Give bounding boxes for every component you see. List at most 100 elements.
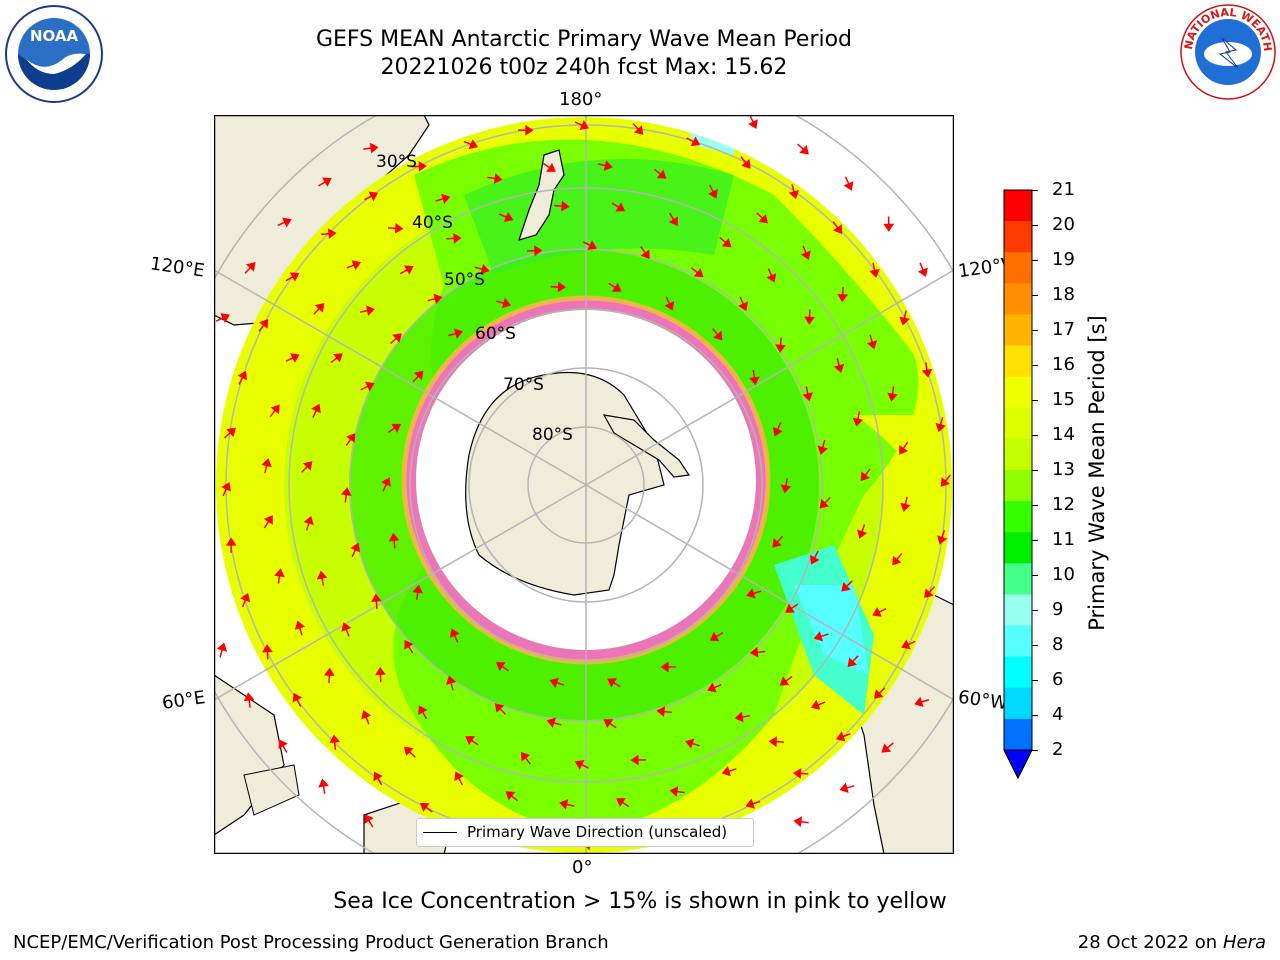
- wave-direction-arrow: [900, 496, 911, 512]
- wave-direction-arrow: [721, 765, 737, 777]
- wave-direction-arrow: [748, 369, 760, 386]
- wave-direction-arrow: [640, 246, 650, 260]
- wave-direction-arrow: [487, 173, 503, 184]
- wave-direction-arrow: [449, 628, 460, 643]
- wave-direction-arrow: [708, 184, 718, 199]
- wave-direction-arrow: [261, 644, 273, 660]
- wave-direction-arrow: [899, 441, 909, 455]
- colorbar-tick-label: 8: [1052, 634, 1064, 655]
- wave-direction-arrow: [419, 802, 433, 813]
- colorbar-tick-mark: [1032, 225, 1038, 226]
- wave-direction-arrow: [833, 358, 845, 374]
- lon-label-120e: 120°E: [148, 253, 206, 282]
- lat-label-30s: 30°S: [376, 152, 417, 172]
- wave-direction-arrow: [387, 222, 404, 234]
- wave-direction-arrow: [474, 263, 490, 275]
- colorbar-tick-label: 13: [1052, 459, 1075, 480]
- colorbar-segment: [1004, 687, 1032, 720]
- wave-direction-arrow: [373, 771, 383, 786]
- wave-direction-arrow: [802, 386, 814, 402]
- wave-direction-arrow: [215, 313, 230, 323]
- colorbar-extension: [1003, 749, 1033, 780]
- colorbar-segment: [1004, 407, 1032, 440]
- wave-direction-arrow: [505, 791, 519, 802]
- footer-date-text: 28 Oct 2022 on: [1077, 932, 1223, 953]
- wave-direction-arrow: [285, 272, 300, 282]
- land-antarctic-peninsula: [602, 414, 691, 478]
- wave-direction-arrow: [832, 221, 843, 234]
- wave-direction-arrow: [399, 265, 414, 275]
- colorbar-tick-label: 12: [1052, 494, 1075, 515]
- colorbar-tick-label: 9: [1052, 599, 1064, 620]
- wave-direction-arrow: [316, 570, 328, 586]
- lon-label-0: 0°: [572, 857, 593, 878]
- colorbar-segment: [1004, 438, 1032, 471]
- wave-direction-arrow: [278, 739, 288, 753]
- footer-date: 28 Oct 2022 on Hera: [1078, 932, 1266, 953]
- lat-label-50s: 50°S: [444, 270, 485, 290]
- wave-direction-arrow: [810, 699, 826, 710]
- wave-direction-arrow: [892, 552, 903, 566]
- colorbar-segment: [1004, 470, 1032, 502]
- wave-direction-arrow: [668, 212, 679, 227]
- colorbar-tick-label: 4: [1052, 704, 1064, 725]
- wave-direction-arrow: [404, 640, 414, 654]
- lon-label-60e: 60°E: [160, 687, 207, 714]
- lat-label-40s: 40°S: [412, 213, 453, 233]
- wave-direction-arrow: [768, 736, 785, 748]
- wave-direction-arrow: [847, 655, 859, 667]
- colorbar-tick-mark: [1032, 330, 1038, 331]
- colorbar-segment: [1004, 252, 1032, 284]
- wave-direction-arrow: [792, 768, 809, 779]
- wave-direction-arrow: [772, 535, 784, 548]
- wave-direction-arrow: [350, 542, 361, 558]
- wave-direction-arrow: [427, 293, 443, 305]
- wave-direction-arrow: [685, 738, 700, 749]
- wave-direction-arrow: [243, 692, 255, 708]
- wave-direction-arrow: [899, 310, 910, 326]
- wave-direction-arrow: [780, 478, 792, 494]
- colorbar-tick-label: 11: [1052, 529, 1075, 550]
- colorbar: [1003, 189, 1033, 780]
- wave-direction-arrow: [835, 731, 851, 742]
- wave-direction-arrow: [542, 162, 556, 172]
- colorbar-tick-mark: [1032, 470, 1038, 471]
- wave-direction-arrow: [574, 120, 590, 131]
- wave-direction-arrow: [445, 675, 457, 691]
- wave-direction-arrow: [498, 211, 514, 222]
- colorbar-tick-label: 16: [1052, 354, 1075, 375]
- colorbar-segment: [1004, 190, 1032, 222]
- wave-direction-arrow: [669, 786, 685, 797]
- colorbar-tick-mark: [1032, 260, 1038, 261]
- wave-direction-arrow: [740, 156, 751, 169]
- colorbar-tick-label: 2: [1052, 739, 1064, 760]
- figure-subtitle: 20221026 t00z 240h fcst Max: 15.62: [380, 55, 788, 80]
- wave-direction-arrow: [839, 782, 855, 793]
- colorbar-tick-mark: [1032, 575, 1038, 576]
- wave-direction-arrow: [881, 742, 894, 753]
- map-legend: Primary Wave Direction (unscaled): [416, 818, 754, 847]
- wave-direction-arrow: [804, 309, 815, 325]
- colorbar-tick-mark: [1032, 680, 1038, 681]
- wave-direction-arrow: [837, 286, 849, 303]
- wave-direction-arrow: [632, 122, 644, 135]
- wave-direction-arrow: [686, 136, 701, 147]
- wave-direction-arrow: [435, 193, 451, 205]
- wave-direction-arrow: [258, 318, 269, 332]
- wave-direction-arrow: [463, 139, 479, 150]
- wave-direction-arrow: [746, 588, 762, 599]
- wave-direction-arrow: [495, 662, 509, 672]
- colorbar-tick-mark: [1032, 295, 1038, 296]
- colorbar-segment: [1004, 376, 1032, 409]
- colorbar-segment: [1004, 656, 1032, 689]
- wave-direction-arrow: [549, 677, 565, 688]
- wave-direction-arrow: [653, 168, 667, 179]
- wave-direction-arrow: [381, 477, 392, 492]
- wave-direction-arrow: [813, 631, 829, 642]
- legend-label: Primary Wave Direction (unscaled): [467, 823, 728, 841]
- wave-direction-arrow: [785, 603, 799, 613]
- wave-direction-arrow: [869, 262, 880, 278]
- wave-direction-arrow: [630, 754, 646, 766]
- wave-direction-arrow: [860, 468, 871, 482]
- colorbar-tick-label: 15: [1052, 389, 1075, 410]
